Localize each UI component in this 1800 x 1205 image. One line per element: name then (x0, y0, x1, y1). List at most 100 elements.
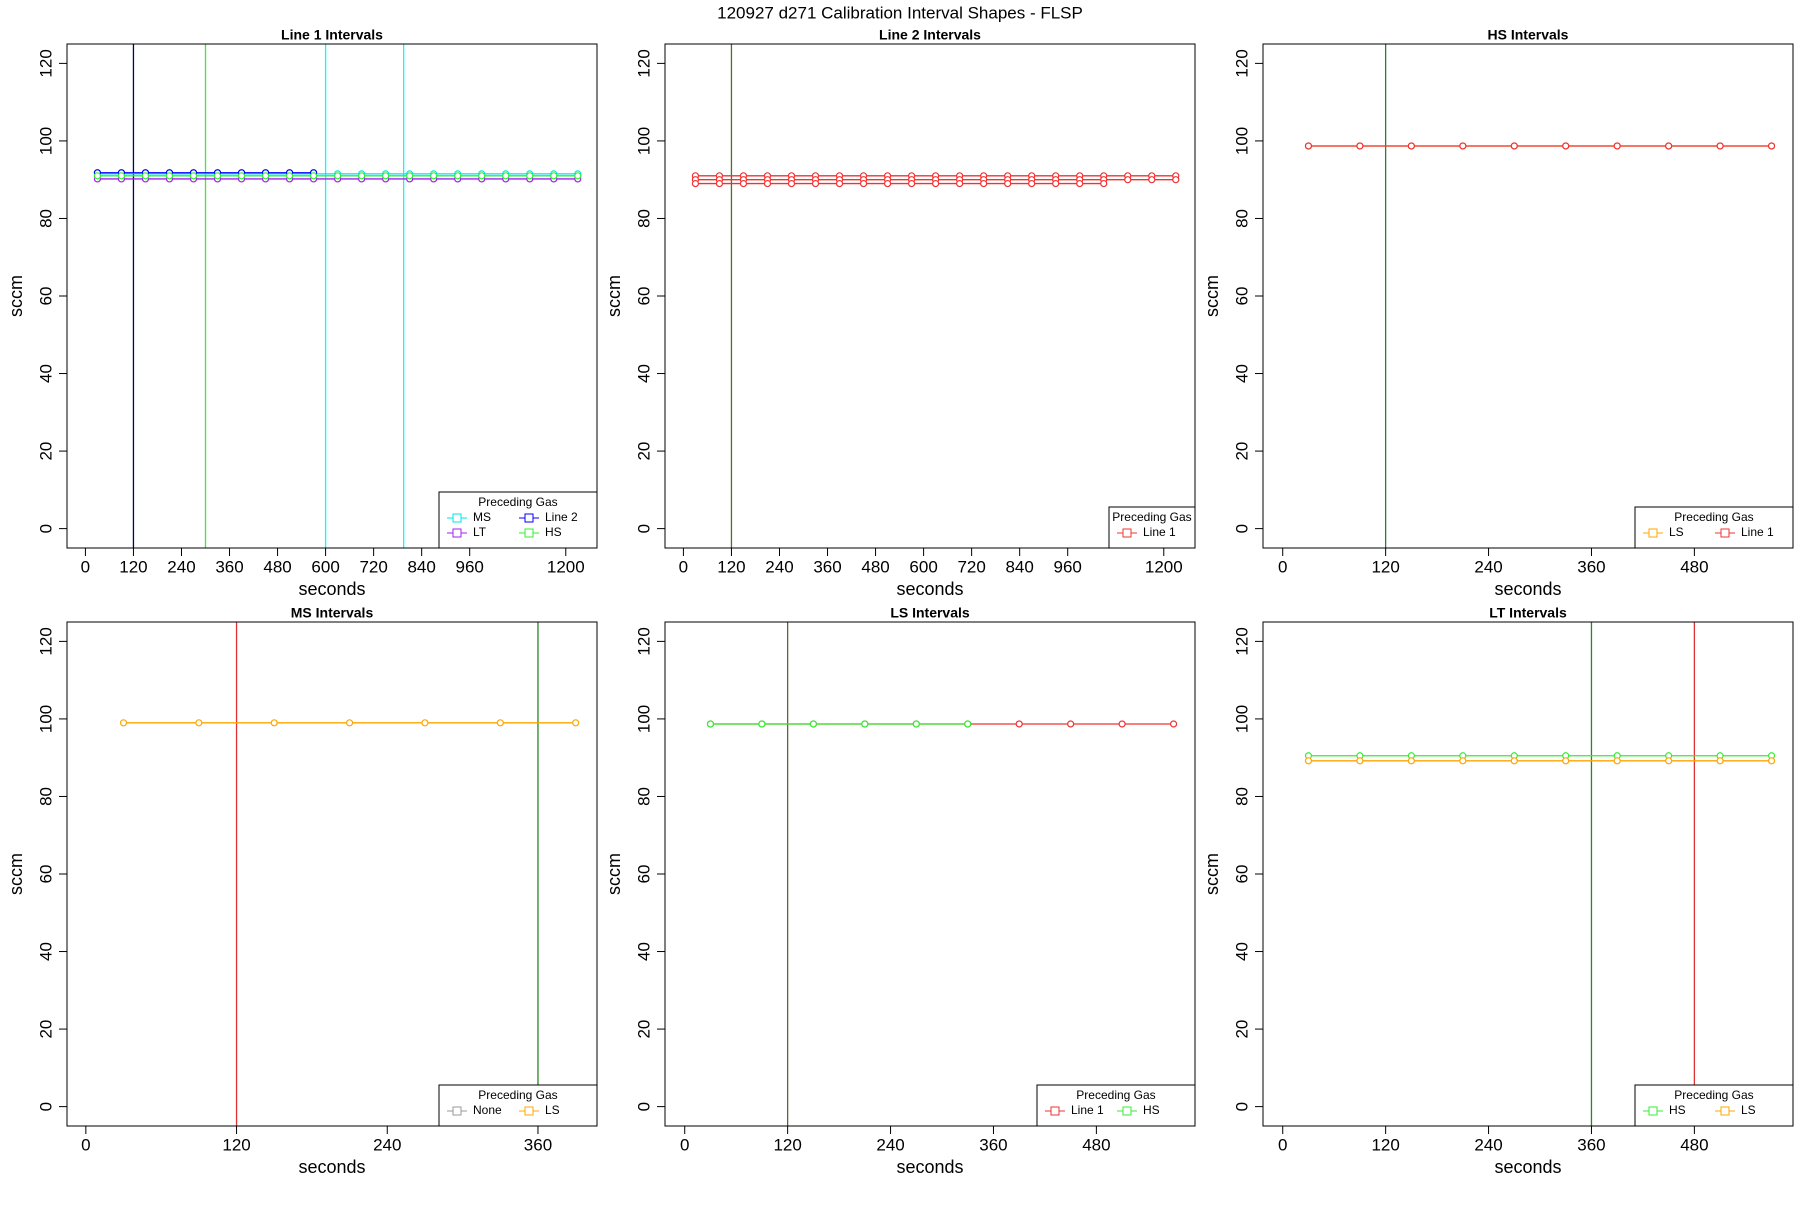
data-point (1356, 757, 1364, 765)
data-point (1716, 142, 1724, 150)
x-tick-label: 360 (979, 1135, 1007, 1154)
x-tick-label: 360 (813, 557, 841, 576)
legend-label: Line 1 (1741, 525, 1774, 539)
y-tick-label: 40 (634, 364, 653, 383)
x-tick-label: 120 (773, 1135, 801, 1154)
x-tick-label: 360 (215, 557, 243, 576)
data-point (691, 179, 700, 188)
legend-label: LS (1669, 525, 1684, 539)
data-point (739, 179, 748, 188)
y-tick-label: 20 (634, 1020, 653, 1039)
data-point (526, 172, 534, 180)
data-point (809, 720, 817, 728)
data-point (1356, 142, 1364, 150)
legend-title: Preceding Gas (1674, 1088, 1753, 1102)
y-tick-label: 80 (634, 787, 653, 806)
x-axis-label: seconds (896, 1157, 963, 1177)
y-tick-label: 20 (36, 1020, 55, 1039)
y-tick-label: 100 (1232, 705, 1251, 733)
x-tick-label: 1200 (547, 557, 585, 576)
x-tick-label: 0 (680, 1135, 689, 1154)
y-axis-label: sccm (1202, 853, 1222, 895)
legend-marker (1720, 528, 1730, 538)
data-point (1169, 720, 1178, 728)
data-point (1118, 720, 1126, 728)
panel-title: Line 2 Intervals (879, 27, 981, 43)
panel-title: Line 1 Intervals (281, 27, 383, 43)
y-tick-label: 100 (36, 705, 55, 733)
legend-label: Line 1 (1143, 525, 1176, 539)
y-tick-label: 0 (1232, 1102, 1251, 1111)
y-tick-label: 40 (634, 942, 653, 961)
legend-label: LT (473, 525, 487, 539)
x-tick-label: 480 (263, 557, 291, 576)
y-tick-label: 120 (1232, 627, 1251, 655)
y-tick-label: 80 (634, 209, 653, 228)
plot-area (691, 44, 1180, 548)
data-point (932, 179, 940, 188)
y-tick-label: 20 (1232, 442, 1251, 461)
legend-marker (1648, 1106, 1658, 1116)
data-point (706, 720, 715, 728)
data-point (237, 172, 246, 180)
data-point (270, 719, 278, 727)
data-point (345, 719, 354, 727)
x-tick-label: 240 (876, 1135, 904, 1154)
plot-frame (664, 43, 1196, 549)
data-point (261, 172, 270, 180)
legend-box (1036, 1084, 1196, 1127)
legend-title: Preceding Gas (478, 495, 557, 509)
data-point (964, 720, 972, 728)
x-tick-label: 240 (1474, 1135, 1502, 1154)
data-point (1459, 757, 1467, 765)
x-axis-label: seconds (298, 579, 365, 599)
data-point (861, 720, 869, 728)
data-point (454, 172, 462, 180)
data-point (1767, 757, 1776, 765)
data-point (478, 172, 486, 180)
x-tick-label: 120 (222, 1135, 250, 1154)
data-point (907, 179, 916, 188)
data-point (285, 172, 294, 180)
x-tick-label: 0 (1278, 557, 1287, 576)
legend-box (1108, 506, 1196, 549)
data-point (550, 172, 558, 180)
legend-label: MS (473, 510, 491, 524)
data-point (715, 179, 724, 188)
data-point (496, 719, 504, 727)
legend-marker (1122, 1106, 1132, 1116)
data-point (141, 172, 150, 180)
data-point (1076, 179, 1084, 188)
data-point (117, 172, 126, 180)
x-tick-label: 120 (119, 557, 147, 576)
x-tick-label: 840 (1005, 557, 1033, 576)
legend-marker (524, 1106, 534, 1116)
x-tick-label: 0 (81, 557, 90, 576)
data-point (1407, 142, 1415, 150)
x-tick-label: 240 (373, 1135, 401, 1154)
legend-label: HS (545, 525, 562, 539)
plot-area (119, 622, 580, 1126)
data-point (1407, 757, 1415, 765)
panel: Line 2 Intervals seconds sccm 0 120 240 360 480… (604, 27, 1196, 599)
x-tick-label: 240 (765, 557, 793, 576)
y-tick-label: 0 (634, 524, 653, 533)
legend-box (1634, 506, 1794, 549)
panel: Line 1 Intervals seconds sccm 0 120 240 360 480… (6, 27, 598, 599)
x-tick-label: 360 (1577, 1135, 1605, 1154)
data-point (119, 719, 128, 727)
y-tick-label: 120 (36, 627, 55, 655)
data-point (811, 179, 820, 188)
data-point (93, 172, 102, 180)
y-tick-label: 0 (36, 524, 55, 533)
y-tick-label: 60 (1232, 865, 1251, 884)
data-point (1716, 757, 1724, 765)
legend-marker (452, 513, 462, 523)
y-tick-label: 40 (1232, 364, 1251, 383)
legend-label: LS (545, 1103, 560, 1117)
y-axis-label: sccm (6, 853, 26, 895)
data-point (502, 172, 510, 180)
x-tick-label: 120 (717, 557, 745, 576)
data-point (195, 719, 203, 727)
legend-label: HS (1143, 1103, 1160, 1117)
